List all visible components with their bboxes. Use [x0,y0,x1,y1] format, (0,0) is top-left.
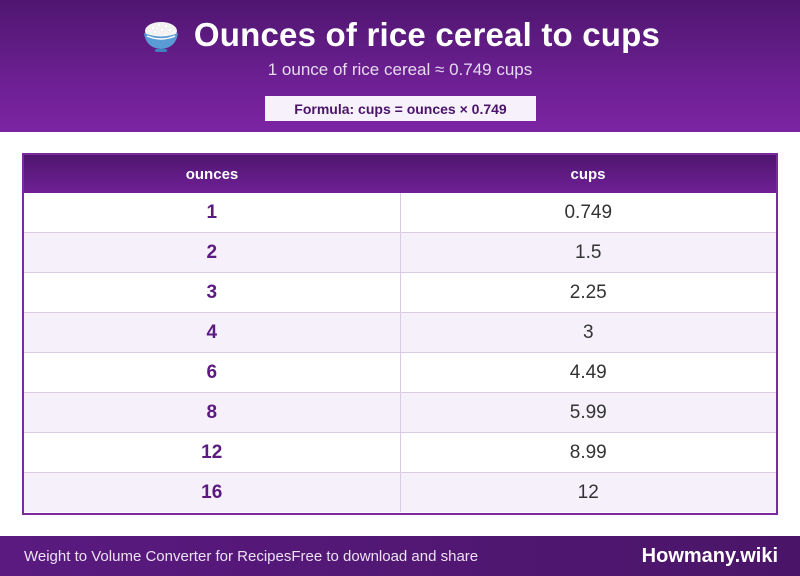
page-title-row: Ounces of rice cereal to cups [0,14,800,56]
cups-cell: 0.749 [400,193,776,233]
formula-badge: Formula: cups = ounces × 0.749 [265,96,536,121]
ounces-cell: 12 [24,432,401,473]
rice-bowl-icon [140,16,182,54]
table-row: 16 12 [24,472,776,512]
table-row: 1 0.749 [24,193,776,233]
cups-cell: 5.99 [400,392,776,433]
ounces-cell: 3 [24,272,401,313]
ounces-cell: 1 [24,193,401,233]
table-row: 2 1.5 [24,232,776,273]
cups-cell: 1.5 [400,232,776,273]
brand-logo-text: Howmany.wiki [641,544,778,567]
page-title: Ounces of rice cereal to cups [193,16,661,53]
footer-subtitle: Free to download and share [291,547,479,565]
table-row: 6 4.49 [24,352,776,393]
ounces-cell: 6 [24,352,401,393]
footer: Weight to Volume Converter for RecipesFr… [0,536,800,576]
table-row: 8 5.99 [24,392,776,433]
table-row: 3 2.25 [24,272,776,313]
cups-cell: 3 [400,312,776,353]
conversion-table-container: ounces cups 1 0.749 2 1.5 3 2.25 4 3 6 [22,153,778,515]
conversion-table: ounces cups 1 0.749 2 1.5 3 2.25 4 3 6 [24,155,776,512]
table-row: 4 3 [24,312,776,353]
cups-cell: 8.99 [400,432,776,473]
table-header-row: ounces cups [24,155,776,193]
footer-caption: Weight to Volume Converter for RecipesFr… [0,548,478,565]
header: Ounces of rice cereal to cups 1 ounce of… [0,0,800,132]
footer-title: Weight to Volume Converter for Recipes [24,547,292,565]
table-row: 12 8.99 [24,432,776,473]
cups-cell: 2.25 [400,272,776,313]
column-header-cups: cups [400,155,776,193]
cups-cell: 12 [400,472,776,512]
cups-cell: 4.49 [400,352,776,393]
ounces-cell: 4 [24,312,401,353]
conversion-subtitle: 1 ounce of rice cereal ≈ 0.749 cups [267,60,533,79]
ounces-cell: 16 [24,472,401,512]
ounces-cell: 8 [24,392,401,433]
ounces-cell: 2 [24,232,401,273]
column-header-ounces: ounces [24,155,400,193]
